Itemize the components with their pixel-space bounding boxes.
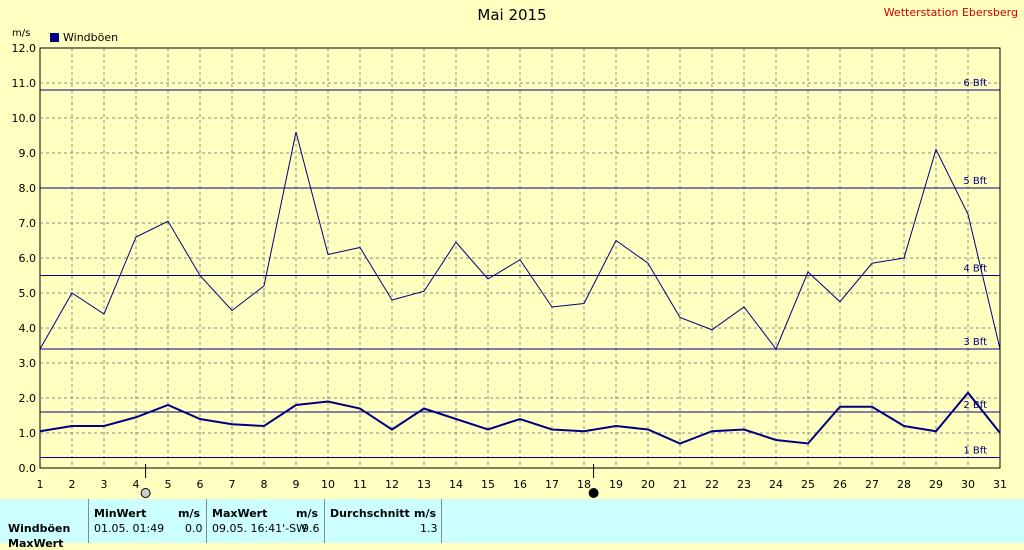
y-tick-label: 0.0 xyxy=(19,462,37,475)
x-tick-label: 11 xyxy=(353,478,367,491)
max-value: 9.6 xyxy=(302,522,320,535)
series-line-secondary xyxy=(39,391,1001,445)
min-header: MinWert xyxy=(94,507,147,520)
beaufort-label: 6 Bft xyxy=(963,78,987,89)
moon-phase-new-icon xyxy=(588,488,599,498)
x-tick-label: 23 xyxy=(737,478,751,491)
row2-label: MaxWert xyxy=(8,537,64,550)
y-tick-label: 9.0 xyxy=(19,147,37,160)
beaufort-label: 1 Bft xyxy=(963,446,987,457)
avg-value: 1.3 xyxy=(420,522,438,535)
x-tick-label: 22 xyxy=(705,478,719,491)
x-tick-label: 9 xyxy=(293,478,300,491)
x-tick-label: 17 xyxy=(545,478,559,491)
station-name: Wetterstation Ebersberg xyxy=(883,6,1018,19)
x-tick-label: 5 xyxy=(165,478,172,491)
x-tick-label: 8 xyxy=(261,478,268,491)
y-tick-label: 11.0 xyxy=(12,77,37,90)
x-tick-label: 24 xyxy=(769,478,783,491)
chart-title: Mai 2015 xyxy=(477,6,547,24)
x-tick-label: 27 xyxy=(865,478,879,491)
min-unit: m/s xyxy=(178,507,201,520)
x-tick-label: 25 xyxy=(801,478,815,491)
x-tick-label: 2 xyxy=(69,478,76,491)
series-line-gusts xyxy=(39,131,1001,350)
x-tick-label: 26 xyxy=(833,478,847,491)
summary-table: MinWert m/s MaxWert m/s Durchschnitt m/s… xyxy=(0,499,1024,550)
x-tick-label: 20 xyxy=(641,478,655,491)
min-time: 01.05. 01:49 xyxy=(94,522,165,535)
y-tick-label: 5.0 xyxy=(19,287,37,300)
y-tick-label: 7.0 xyxy=(19,217,37,230)
y-tick-label: 1.0 xyxy=(19,427,37,440)
min-value: 0.0 xyxy=(185,522,203,535)
legend-label: Windböen xyxy=(63,31,119,44)
x-tick-label: 4 xyxy=(133,478,140,491)
avg-unit: m/s xyxy=(414,507,437,520)
x-tick-label: 13 xyxy=(417,478,431,491)
x-tick-label: 6 xyxy=(197,478,204,491)
y-tick-label: 4.0 xyxy=(19,322,37,335)
x-tick-label: 21 xyxy=(673,478,687,491)
x-tick-label: 15 xyxy=(481,478,495,491)
y-tick-label: 6.0 xyxy=(19,252,37,265)
legend-swatch xyxy=(50,33,59,42)
table-divider xyxy=(206,499,207,543)
x-tick-label: 29 xyxy=(929,478,943,491)
x-tick-label: 31 xyxy=(993,478,1007,491)
x-tick-label: 12 xyxy=(385,478,399,491)
y-tick-label: 2.0 xyxy=(19,392,37,405)
x-tick-label: 19 xyxy=(609,478,623,491)
x-tick-label: 28 xyxy=(897,478,911,491)
max-unit: m/s xyxy=(296,507,319,520)
x-tick-label: 10 xyxy=(321,478,335,491)
moon-phase-full-icon xyxy=(140,488,151,498)
max-time: 09.05. 16:41'-SW xyxy=(212,522,308,535)
beaufort-label: 4 Bft xyxy=(963,264,987,275)
y-axis-unit: m/s xyxy=(12,28,31,39)
x-tick-label: 3 xyxy=(101,478,108,491)
y-tick-label: 3.0 xyxy=(19,357,37,370)
beaufort-label: 2 Bft xyxy=(963,400,987,411)
beaufort-label: 3 Bft xyxy=(963,337,987,348)
table-divider xyxy=(324,499,325,543)
avg-header: Durchschnitt xyxy=(330,507,410,520)
x-tick-label: 14 xyxy=(449,478,463,491)
row-label: Windböen xyxy=(8,522,71,535)
x-tick-label: 7 xyxy=(229,478,236,491)
y-tick-label: 12.0 xyxy=(12,42,37,55)
x-tick-label: 30 xyxy=(961,478,975,491)
table-divider xyxy=(88,499,89,543)
max-header: MaxWert xyxy=(212,507,268,520)
y-tick-label: 8.0 xyxy=(19,182,37,195)
table-divider xyxy=(441,499,442,543)
y-tick-label: 10.0 xyxy=(12,112,37,125)
beaufort-label: 5 Bft xyxy=(963,176,987,187)
x-tick-label: 1 xyxy=(37,478,44,491)
legend: Windböen xyxy=(50,31,118,44)
x-tick-label: 16 xyxy=(513,478,527,491)
x-tick-label: 18 xyxy=(577,478,591,491)
line-chart: 0.01.02.03.04.05.06.07.08.09.010.011.012… xyxy=(12,42,1007,498)
